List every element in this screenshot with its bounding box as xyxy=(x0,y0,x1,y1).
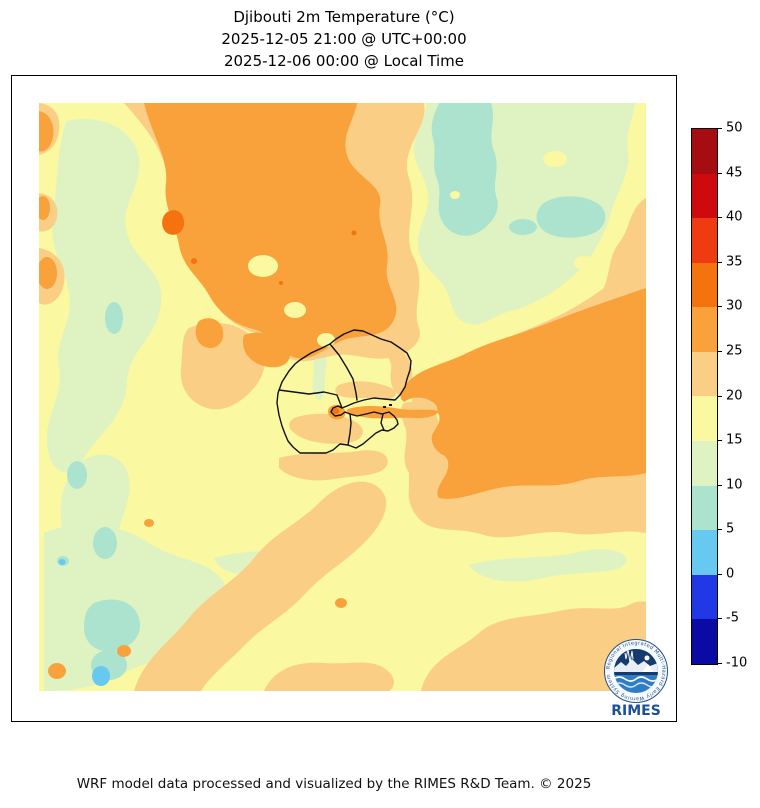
colorbar-segment xyxy=(692,396,717,442)
colorbar-tick-mark xyxy=(718,618,722,619)
temp-band-25-30 xyxy=(39,103,646,679)
title-line-2: 2025-12-05 21:00 @ UTC+00:00 xyxy=(221,30,467,48)
colorbar-tick-mark xyxy=(718,217,722,218)
colorbar-segment xyxy=(692,307,717,352)
colorbar-tick-mark xyxy=(718,440,722,441)
temperature-map xyxy=(39,103,646,691)
admin-border-obock-tadjourah xyxy=(329,343,358,401)
colorbar-segment xyxy=(692,218,717,263)
colorbar-tick-label: 5 xyxy=(726,521,735,537)
colorbar-tick-label: 20 xyxy=(726,388,743,404)
map-axes-frame: Regional Integrated Multi-Hazard Early W… xyxy=(11,75,677,722)
colorbar-tick-mark xyxy=(718,396,722,397)
colorbar-tick-label: 45 xyxy=(726,165,743,181)
admin-border-dikhil-alisabieh xyxy=(347,413,352,446)
temp-band-0-5 xyxy=(58,559,110,686)
colorbar-tick-label: 10 xyxy=(726,477,743,493)
title-line-1: Djibouti 2m Temperature (°C) xyxy=(233,8,455,26)
colorbar-tick-label: 30 xyxy=(726,298,743,314)
rimes-logo: Regional Integrated Multi-Hazard Early W… xyxy=(604,639,668,720)
title-line-3: 2025-12-06 00:00 @ Local Time xyxy=(223,52,465,70)
figure-title: Djibouti 2m Temperature (°C) 2025-12-05 … xyxy=(11,6,677,72)
admin-border-tadjourah-dikhil xyxy=(278,389,343,409)
island-marker xyxy=(383,406,386,408)
colorbar-segment xyxy=(692,173,717,219)
colorbar-tick-label: 35 xyxy=(726,254,743,270)
colorbar-tick-mark xyxy=(718,351,722,352)
colorbar-tick-mark xyxy=(718,663,722,664)
colorbar-tick-mark xyxy=(718,574,722,575)
colorbar-tick-label: 50 xyxy=(726,120,743,136)
colorbar-segment xyxy=(692,351,717,397)
footer-credit: WRF model data processed and visualized … xyxy=(76,776,592,792)
colorbar xyxy=(691,128,718,665)
colorbar-segment xyxy=(692,262,717,308)
colorbar-segment xyxy=(692,530,717,575)
colorbar-tick-label: -5 xyxy=(726,610,739,626)
temp-band-30-35 xyxy=(162,210,357,414)
djibouti-border-outline xyxy=(276,329,412,454)
admin-border-arta xyxy=(380,413,385,431)
colorbar-tick-label: -10 xyxy=(726,655,748,671)
colorbar-segment xyxy=(692,441,717,486)
colorbar-ticks: 50 45 40 35 30 25 20 15 10 5 0 -5 -10 xyxy=(718,121,760,671)
colorbar-segment xyxy=(692,129,717,174)
colorbar-tick-mark xyxy=(718,529,722,530)
colorbar-tick-mark xyxy=(718,128,722,129)
colorbar-tick-label: 25 xyxy=(726,343,743,359)
country-border xyxy=(276,329,412,454)
colorbar-segment xyxy=(692,574,717,620)
colorbar-segment xyxy=(692,619,717,664)
island-marker xyxy=(389,404,392,406)
colorbar-tick-label: 40 xyxy=(726,209,743,225)
colorbar-tick-label: 0 xyxy=(726,566,735,582)
colorbar-tick-mark xyxy=(718,485,722,486)
colorbar-tick-mark xyxy=(718,173,722,174)
colorbar-segment xyxy=(692,485,717,531)
colorbar-tick-mark xyxy=(718,306,722,307)
colorbar-tick-mark xyxy=(718,262,722,263)
colorbar-tick-label: 15 xyxy=(726,432,743,448)
logo-wordmark: RIMES xyxy=(611,703,661,719)
